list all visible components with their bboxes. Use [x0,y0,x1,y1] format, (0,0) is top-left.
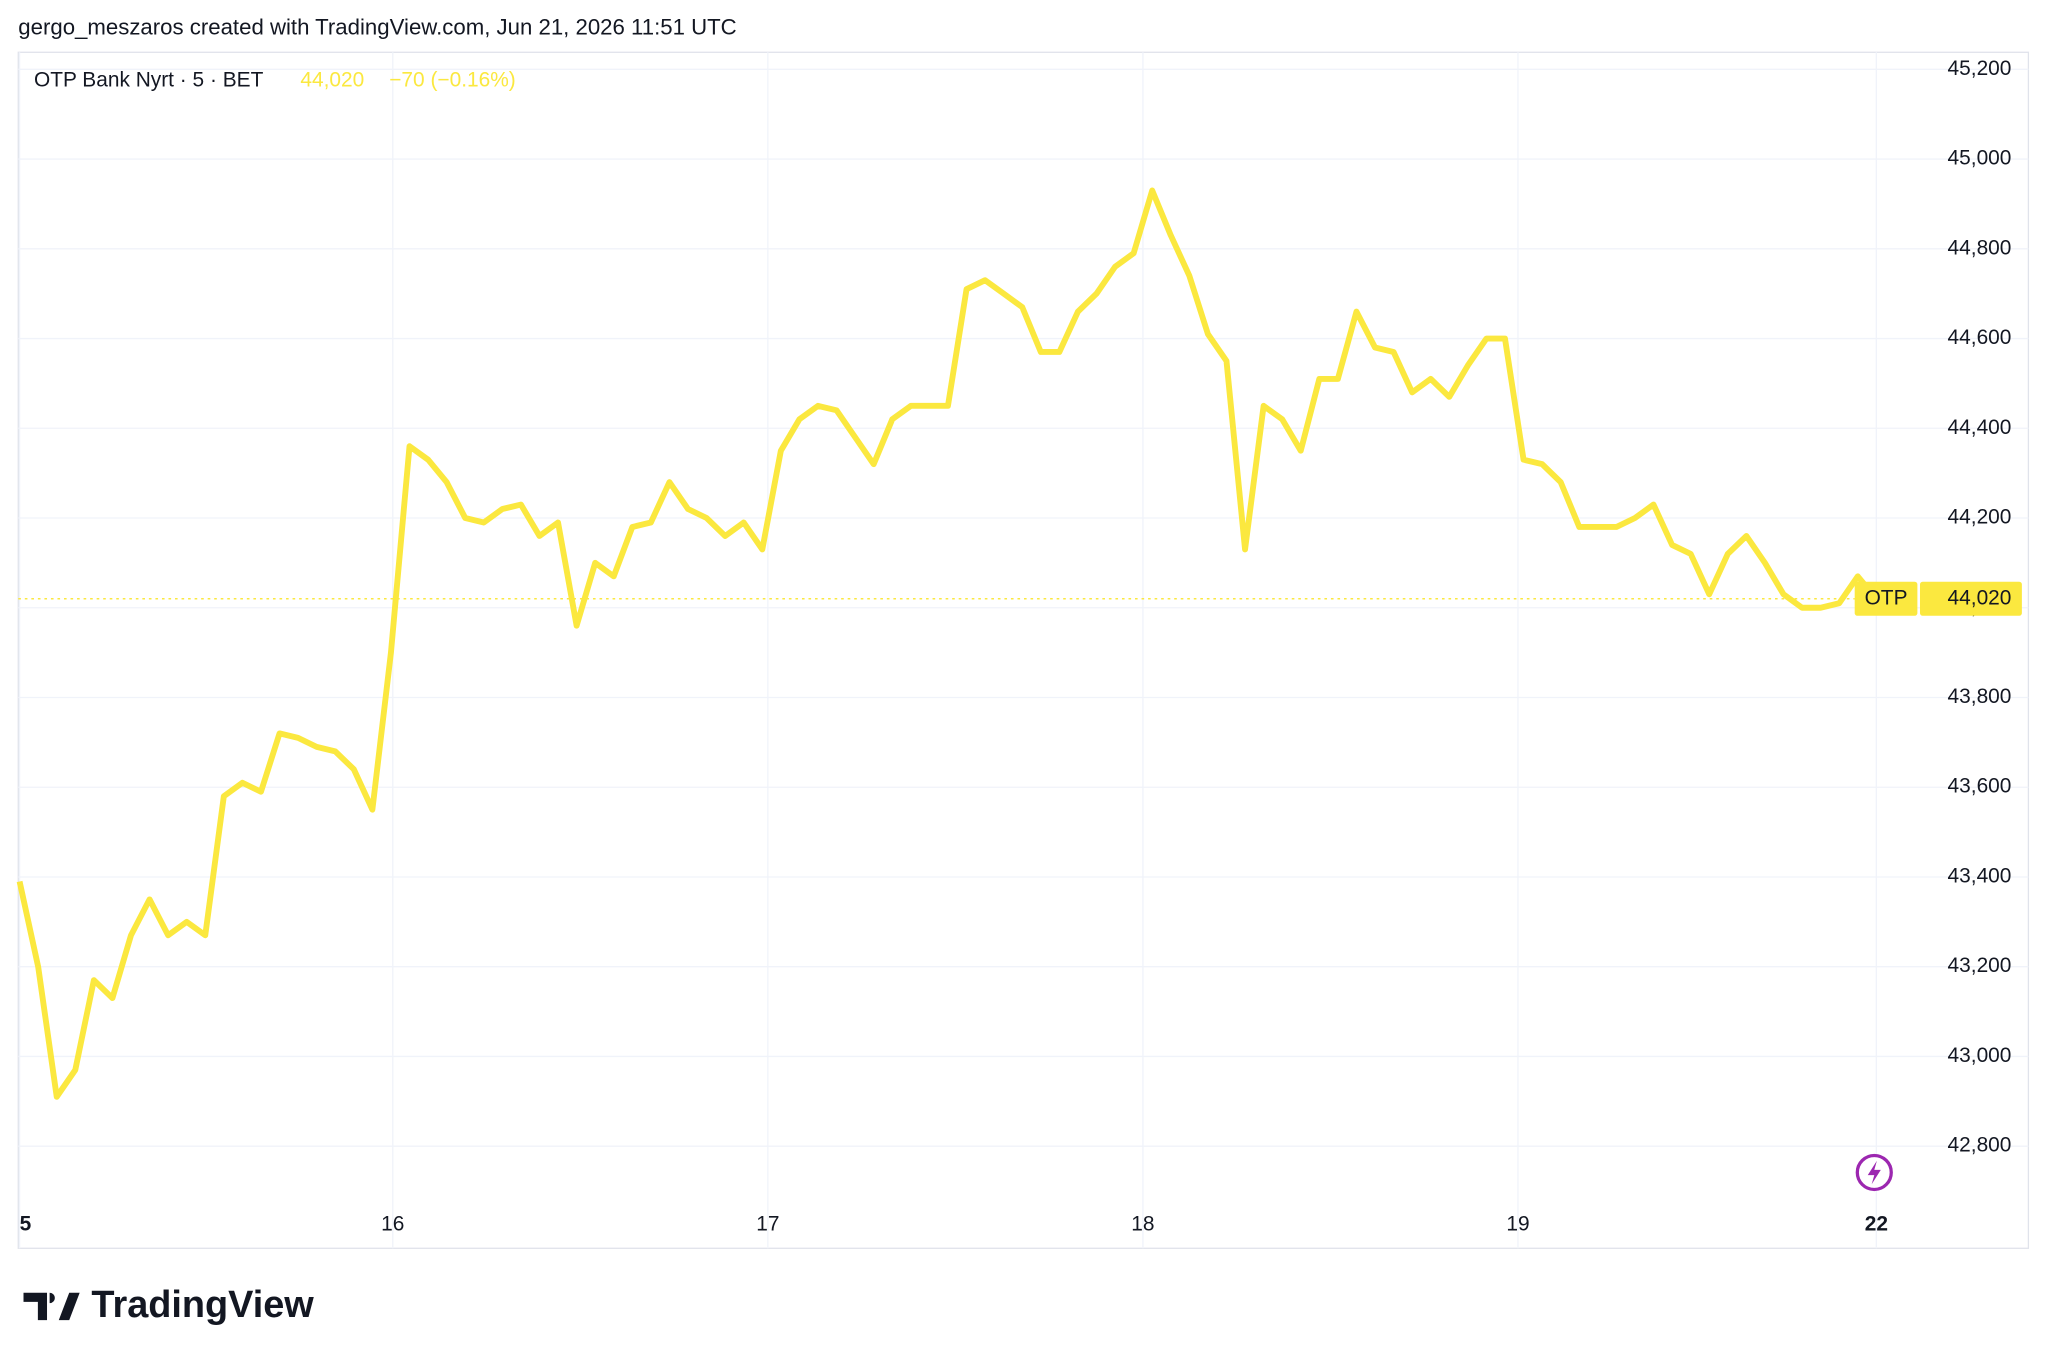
x-tick-label: 18 [1131,1212,1154,1235]
symbol-badge [1854,581,1918,616]
chart-title: OTP Bank Nyrt · 5 · BET [34,69,264,92]
price-line [16,187,1879,1100]
legend-price: 44,020 [300,69,364,92]
price-badge [1920,581,2022,616]
y-tick-label: 43,000 [1948,1044,2012,1067]
y-tick-label: 43,600 [1948,775,2012,798]
grid [18,52,2029,1249]
y-tick-label: 44,600 [1948,326,2012,349]
x-tick-label: 5 [20,1212,32,1235]
y-tick-label: 43,400 [1948,864,2012,887]
chart-frame [17,51,2030,1249]
symbol-label: OTP [1865,586,1908,609]
y-tick-label: 44,800 [1948,236,2012,259]
x-tick-label: 17 [756,1212,779,1235]
logo: TradingView [23,1284,314,1326]
y-tick-label: 44,400 [1948,416,2012,439]
y-tick-label: 43,800 [1948,685,2012,708]
y-tick-label: 44,200 [1948,506,2012,529]
lightning-icon [1855,1153,1893,1192]
x-tick-label: 22 [1865,1212,1888,1235]
price-label: 44,020 [1948,586,2012,609]
y-tick-label: 42,800 [1948,1134,2012,1157]
plot [16,187,1879,1100]
x-tick-label: 19 [1506,1212,1529,1235]
logo-text: TradingView [91,1284,314,1326]
credit: gergo_meszaros created with TradingView.… [18,15,736,40]
legend-change: −70 (−0.16%) [389,69,516,92]
y-tick-label: 43,200 [1948,954,2012,977]
x-tick-label: 16 [381,1212,404,1235]
y-tick-label: 45,000 [1948,147,2012,170]
y-tick-label: 45,200 [1948,57,2012,80]
